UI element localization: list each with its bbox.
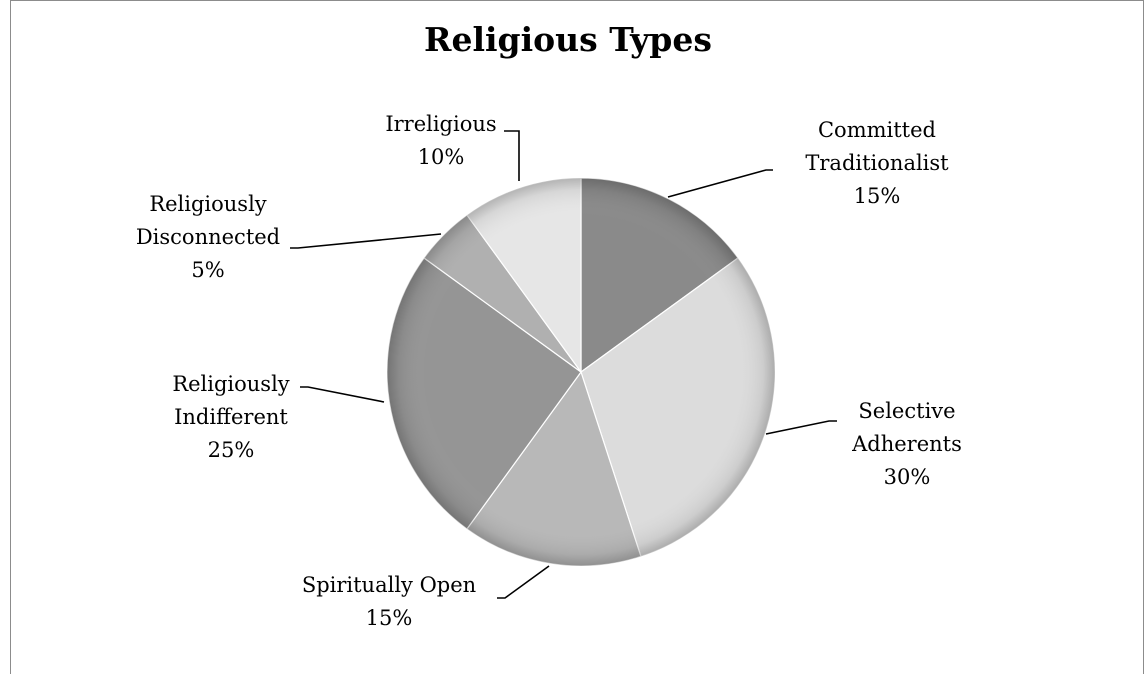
pie-slices [386, 177, 776, 567]
leader-line-committed-traditionalist [667, 169, 773, 198]
leader-line-selective-adherents [765, 420, 837, 435]
leader-line-spiritually-open [497, 565, 550, 599]
leader-line-religiously-disconnected [290, 233, 442, 249]
pie-chart: Religious Types Committed Traditionalist 1… [136, 20, 962, 630]
data-label-selective-adherents: Selective Adherents 30% [851, 399, 962, 489]
leader-line-irreligious [504, 130, 520, 181]
chart-title: Religious Types [424, 20, 712, 59]
leader-line-religiously-indifferent [300, 386, 385, 403]
data-label-religiously-disconnected: Religiously Disconnected 5% [136, 192, 280, 282]
leader-lines [290, 130, 837, 599]
data-label-religiously-indifferent: Religiously Indifferent 25% [172, 372, 289, 462]
data-label-spiritually-open: Spiritually Open 15% [302, 573, 476, 630]
data-labels: Committed Traditionalist 15% Selective Adher… [136, 112, 962, 630]
data-label-committed-traditionalist: Committed Traditionalist 15% [805, 118, 949, 208]
chart-area: Religious Types Committed Traditionalist 1… [10, 0, 1144, 674]
data-label-irreligious: Irreligious 10% [385, 112, 496, 169]
